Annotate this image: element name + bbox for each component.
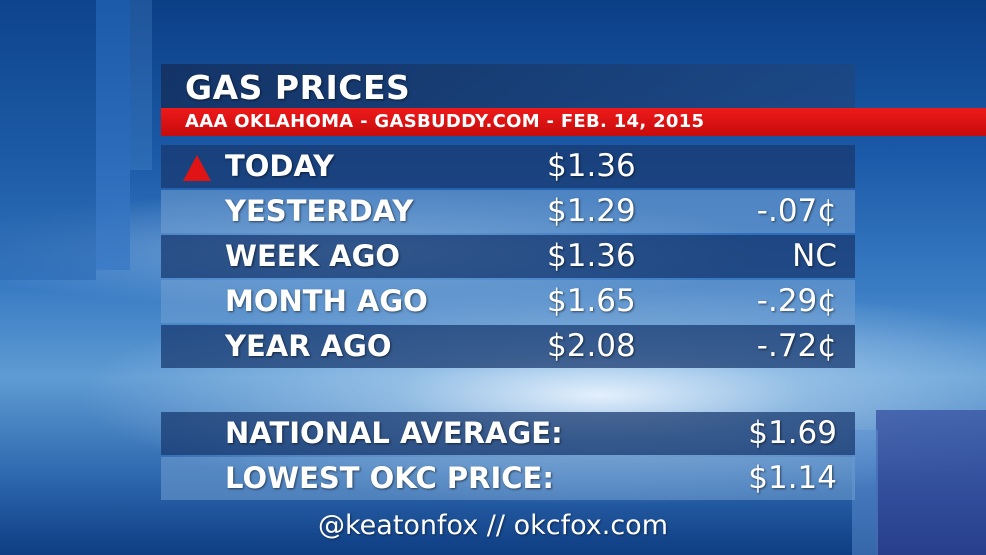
price-row-today: TODAY $1.36 bbox=[161, 145, 855, 188]
row-change: -.29¢ bbox=[756, 283, 837, 319]
price-table: TODAY $1.36 YESTERDAY $1.29 -.07¢ WEEK A… bbox=[161, 145, 855, 370]
footer-credit: @keatonfox // okcfox.com bbox=[318, 510, 668, 541]
page-title: GAS PRICES bbox=[185, 68, 411, 107]
row-price: $1.65 bbox=[547, 283, 636, 319]
background-shard-right-thin bbox=[852, 430, 878, 555]
lowest-okc-price-row: LOWEST OKC PRICE: $1.14 bbox=[161, 457, 855, 500]
row-price: $1.36 bbox=[547, 238, 636, 274]
row-label: YEAR AGO bbox=[225, 329, 392, 363]
row-price: $1.36 bbox=[547, 148, 636, 184]
row-change: NC bbox=[792, 238, 837, 274]
row-value: $1.69 bbox=[748, 415, 837, 451]
row-label: LOWEST OKC PRICE: bbox=[225, 461, 554, 495]
source-subtitle: AAA OKLAHOMA - GASBUDDY.COM - FEB. 14, 2… bbox=[185, 111, 705, 132]
row-label: TODAY bbox=[225, 149, 335, 183]
subtitle-bar: AAA OKLAHOMA - GASBUDDY.COM - FEB. 14, 2… bbox=[161, 108, 986, 136]
price-row-yesterday: YESTERDAY $1.29 -.07¢ bbox=[161, 190, 855, 233]
summary-table: NATIONAL AVERAGE: $1.69 LOWEST OKC PRICE… bbox=[161, 412, 855, 502]
background-shard-left bbox=[0, 0, 96, 280]
row-price: $2.08 bbox=[547, 328, 636, 364]
price-row-year-ago: YEAR AGO $2.08 -.72¢ bbox=[161, 325, 855, 368]
price-row-week-ago: WEEK AGO $1.36 NC bbox=[161, 235, 855, 278]
row-change: -.07¢ bbox=[756, 193, 837, 229]
price-row-month-ago: MONTH AGO $1.65 -.29¢ bbox=[161, 280, 855, 323]
background-shard-left-bar bbox=[96, 0, 130, 270]
title-bar: GAS PRICES bbox=[161, 64, 855, 108]
background-shard-right bbox=[876, 410, 986, 555]
row-change: -.72¢ bbox=[756, 328, 837, 364]
up-arrow-icon bbox=[183, 155, 211, 181]
row-label: YESTERDAY bbox=[225, 194, 414, 228]
row-label: NATIONAL AVERAGE: bbox=[225, 416, 563, 450]
row-label: WEEK AGO bbox=[225, 239, 401, 273]
row-price: $1.29 bbox=[547, 193, 636, 229]
national-average-row: NATIONAL AVERAGE: $1.69 bbox=[161, 412, 855, 455]
row-label: MONTH AGO bbox=[225, 284, 428, 318]
background-shard-left-thin bbox=[130, 0, 152, 170]
row-value: $1.14 bbox=[748, 460, 837, 496]
